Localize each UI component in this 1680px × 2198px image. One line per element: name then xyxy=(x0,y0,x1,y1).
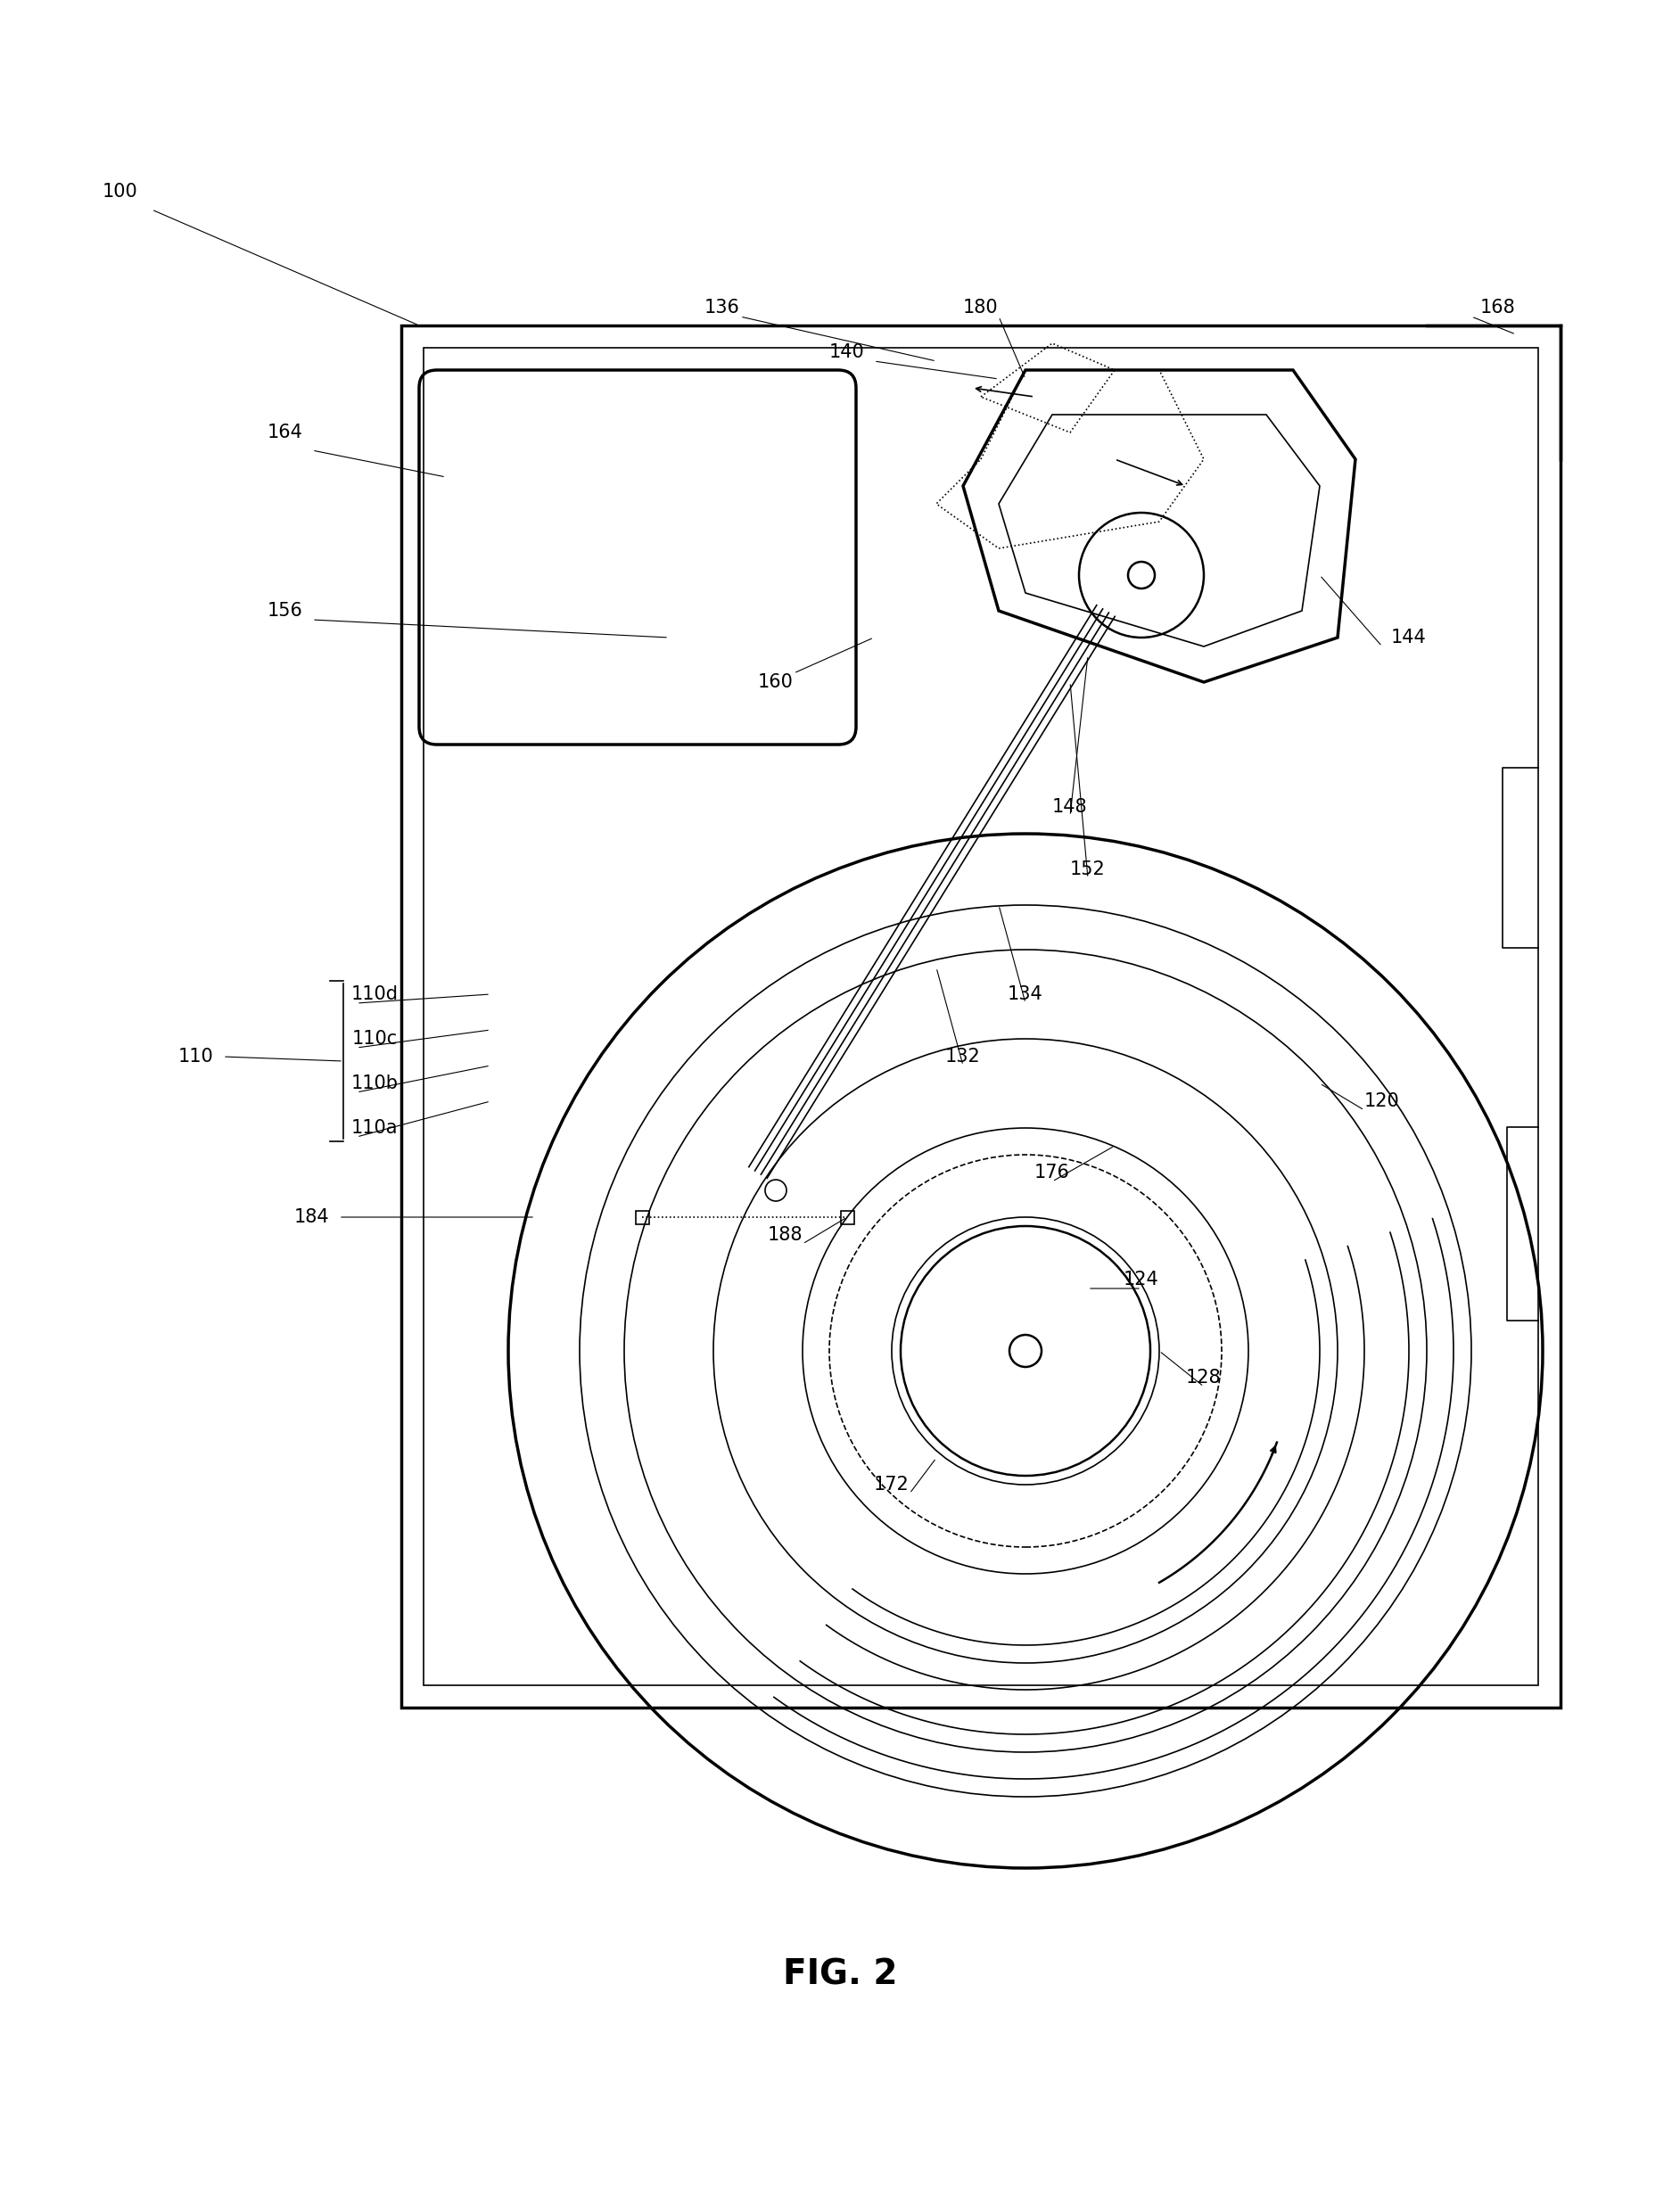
Text: 140: 140 xyxy=(830,343,865,360)
Text: 168: 168 xyxy=(1480,299,1515,317)
Text: 136: 136 xyxy=(704,299,741,317)
Text: 120: 120 xyxy=(1364,1092,1399,1110)
Text: 128: 128 xyxy=(1186,1369,1221,1387)
Text: 134: 134 xyxy=(1008,985,1043,1002)
Text: 144: 144 xyxy=(1391,629,1426,646)
Text: 148: 148 xyxy=(1052,798,1087,815)
Text: 164: 164 xyxy=(267,424,302,442)
Text: FIG. 2: FIG. 2 xyxy=(783,1958,897,1991)
Bar xyxy=(840,1211,853,1224)
Text: 110d: 110d xyxy=(351,985,398,1002)
Text: 110c: 110c xyxy=(351,1031,398,1048)
Bar xyxy=(635,1211,648,1224)
Text: 124: 124 xyxy=(1124,1270,1159,1288)
Text: 188: 188 xyxy=(768,1226,803,1244)
Text: 160: 160 xyxy=(758,673,793,690)
Text: 110a: 110a xyxy=(351,1119,398,1136)
Text: 180: 180 xyxy=(963,299,998,317)
Text: 132: 132 xyxy=(946,1048,981,1066)
Text: 152: 152 xyxy=(1070,859,1105,879)
Text: 110b: 110b xyxy=(351,1075,398,1092)
Text: 100: 100 xyxy=(102,182,138,200)
Text: 172: 172 xyxy=(874,1475,909,1495)
Text: 176: 176 xyxy=(1035,1163,1070,1183)
Text: 156: 156 xyxy=(267,602,302,620)
Text: 184: 184 xyxy=(294,1209,329,1226)
Text: 110: 110 xyxy=(178,1048,213,1066)
